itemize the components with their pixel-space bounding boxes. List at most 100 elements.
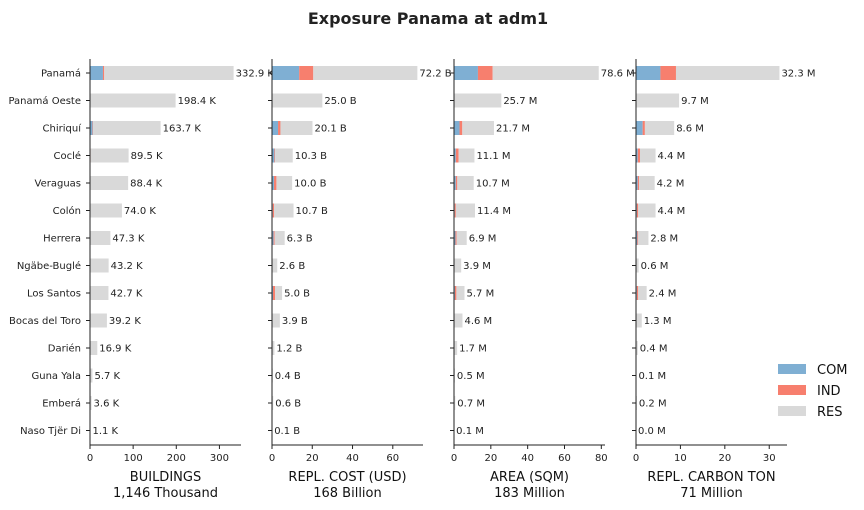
bar-com-veraguas (454, 176, 456, 190)
value-label: 72.2 B (419, 69, 451, 80)
bar-res-darien (454, 341, 458, 355)
bar-res-los-santos (275, 286, 283, 300)
x-tick-label: 20 (484, 453, 497, 464)
bar-com-cocle (272, 148, 275, 163)
x-axis-total: 168 Billion (313, 486, 382, 501)
value-label: 0.4 B (275, 371, 301, 382)
x-axis-label: BUILDINGS (130, 470, 201, 485)
bar-res-embera (90, 396, 92, 410)
legend-swatch-ind (778, 385, 806, 395)
category-label-cocle: Coclé (53, 150, 81, 162)
bar-ind-cocle (637, 148, 640, 163)
category-label-ngabe-bugle: Ngäbe-Buglé (17, 260, 81, 272)
bar-ind-veraguas (455, 176, 458, 190)
x-tick-label: 20 (718, 453, 731, 464)
x-axis-label: AREA (SQM) (490, 470, 569, 485)
bar-ind-panama (477, 66, 493, 80)
bar-com-cocle (454, 148, 456, 163)
value-label: 0.4 M (640, 344, 668, 355)
value-label: 10.3 B (295, 151, 327, 162)
bar-ind-los-santos (454, 286, 457, 300)
value-label: 78.6 M (601, 69, 635, 80)
value-label: 3.6 K (94, 399, 120, 410)
bar-res-colon (90, 203, 122, 218)
bar-ind-los-santos (273, 286, 276, 300)
category-label-bocas-del-toro: Bocas del Toro (9, 316, 81, 327)
value-label: 2.8 M (650, 234, 678, 245)
bar-res-ngabe-bugle (90, 258, 109, 273)
value-label: 25.7 M (503, 96, 537, 107)
bar-res-herrera (638, 231, 649, 245)
bar-res-bocas-del-toro (454, 313, 463, 328)
chart-title: Exposure Panama at adm1 (308, 9, 548, 28)
bar-ind-panama (660, 66, 676, 80)
bar-ind-cocle (455, 148, 459, 163)
x-tick-label: 200 (167, 453, 186, 464)
x-axis-total: 183 Million (494, 486, 565, 501)
value-label: 39.2 K (109, 316, 141, 327)
category-label-panama: Panamá (41, 68, 81, 80)
value-label: 0.6 B (275, 399, 301, 410)
category-label-embera: Emberá (42, 398, 81, 410)
x-tick-label: 300 (210, 453, 229, 464)
value-label: 11.4 M (477, 206, 511, 217)
bar-res-panama-oeste (636, 93, 680, 108)
x-tick-label: 30 (763, 453, 776, 464)
x-tick-label: 0 (633, 453, 639, 464)
value-label: 3.9 M (463, 261, 491, 272)
value-label: 47.3 K (112, 234, 144, 245)
x-axis-label: REPL. COST (USD) (288, 470, 406, 485)
bar-ind-herrera (455, 231, 457, 245)
bar-ind-herrera (637, 231, 639, 245)
bar-com-herrera (454, 231, 456, 245)
bar-res-colon (455, 203, 475, 218)
category-label-guna-yala: Guna Yala (32, 371, 82, 382)
bar-com-chiriqui (90, 121, 93, 135)
bar-ind-veraguas (637, 176, 640, 190)
x-tick-label: 80 (595, 453, 608, 464)
bar-com-panama (90, 66, 103, 80)
x-axis-label: REPL. CARBON TON (647, 470, 775, 485)
bar-com-chiriqui (272, 121, 279, 135)
bar-com-herrera (636, 231, 638, 245)
value-label: 6.9 M (469, 234, 497, 245)
panel-3: 78.6 M 25.7 M 21.7 M 11.1 M 10.7 M 11.4 M 6.9 … (450, 59, 635, 501)
value-label: 0.1 M (456, 426, 484, 437)
value-label: 8.6 M (676, 124, 704, 135)
bar-ind-veraguas (274, 176, 277, 190)
value-label: 10.0 B (294, 179, 326, 190)
value-label: 5.7 M (466, 289, 494, 300)
bar-res-embera (272, 396, 274, 410)
bar-res-cocle (639, 148, 656, 163)
x-tick-label: 0 (269, 453, 275, 464)
bar-com-herrera (272, 231, 274, 245)
bar-ind-colon (454, 203, 456, 218)
bar-res-cocle (90, 148, 129, 163)
x-axis-total: 71 Million (680, 486, 743, 501)
bar-com-panama (636, 66, 661, 80)
bar-res-darien (636, 341, 638, 355)
bar-res-bocas-del-toro (636, 313, 642, 328)
value-label: 0.1 B (274, 426, 300, 437)
bar-res-veraguas (639, 176, 655, 190)
value-label: 1.2 B (276, 344, 302, 355)
bar-res-los-santos (90, 286, 109, 300)
chart-legend: COM IND RES (778, 363, 848, 420)
value-label: 0.2 M (639, 399, 667, 410)
legend-label-com: COM (817, 363, 848, 378)
chart-panels: 332.9 K 198.4 K 163.7 K 89.5 K 88.4 K 74.0 K 4… (8, 59, 816, 501)
panel-1: 332.9 K 198.4 K 163.7 K 89.5 K 88.4 K 74.0 K 4… (8, 59, 274, 501)
value-label: 4.4 M (658, 206, 686, 217)
bar-res-cocle (275, 148, 293, 163)
x-tick-label: 60 (558, 453, 571, 464)
value-label: 25.0 B (324, 96, 356, 107)
value-label: 163.7 K (163, 124, 202, 135)
value-label: 5.0 B (284, 289, 310, 300)
category-label-naso-tjer-di: Naso Tjër Di (20, 426, 81, 437)
bar-res-cocle (458, 148, 475, 163)
bar-res-los-santos (638, 286, 647, 300)
bar-res-veraguas (457, 176, 474, 190)
bar-com-cocle (636, 148, 638, 163)
